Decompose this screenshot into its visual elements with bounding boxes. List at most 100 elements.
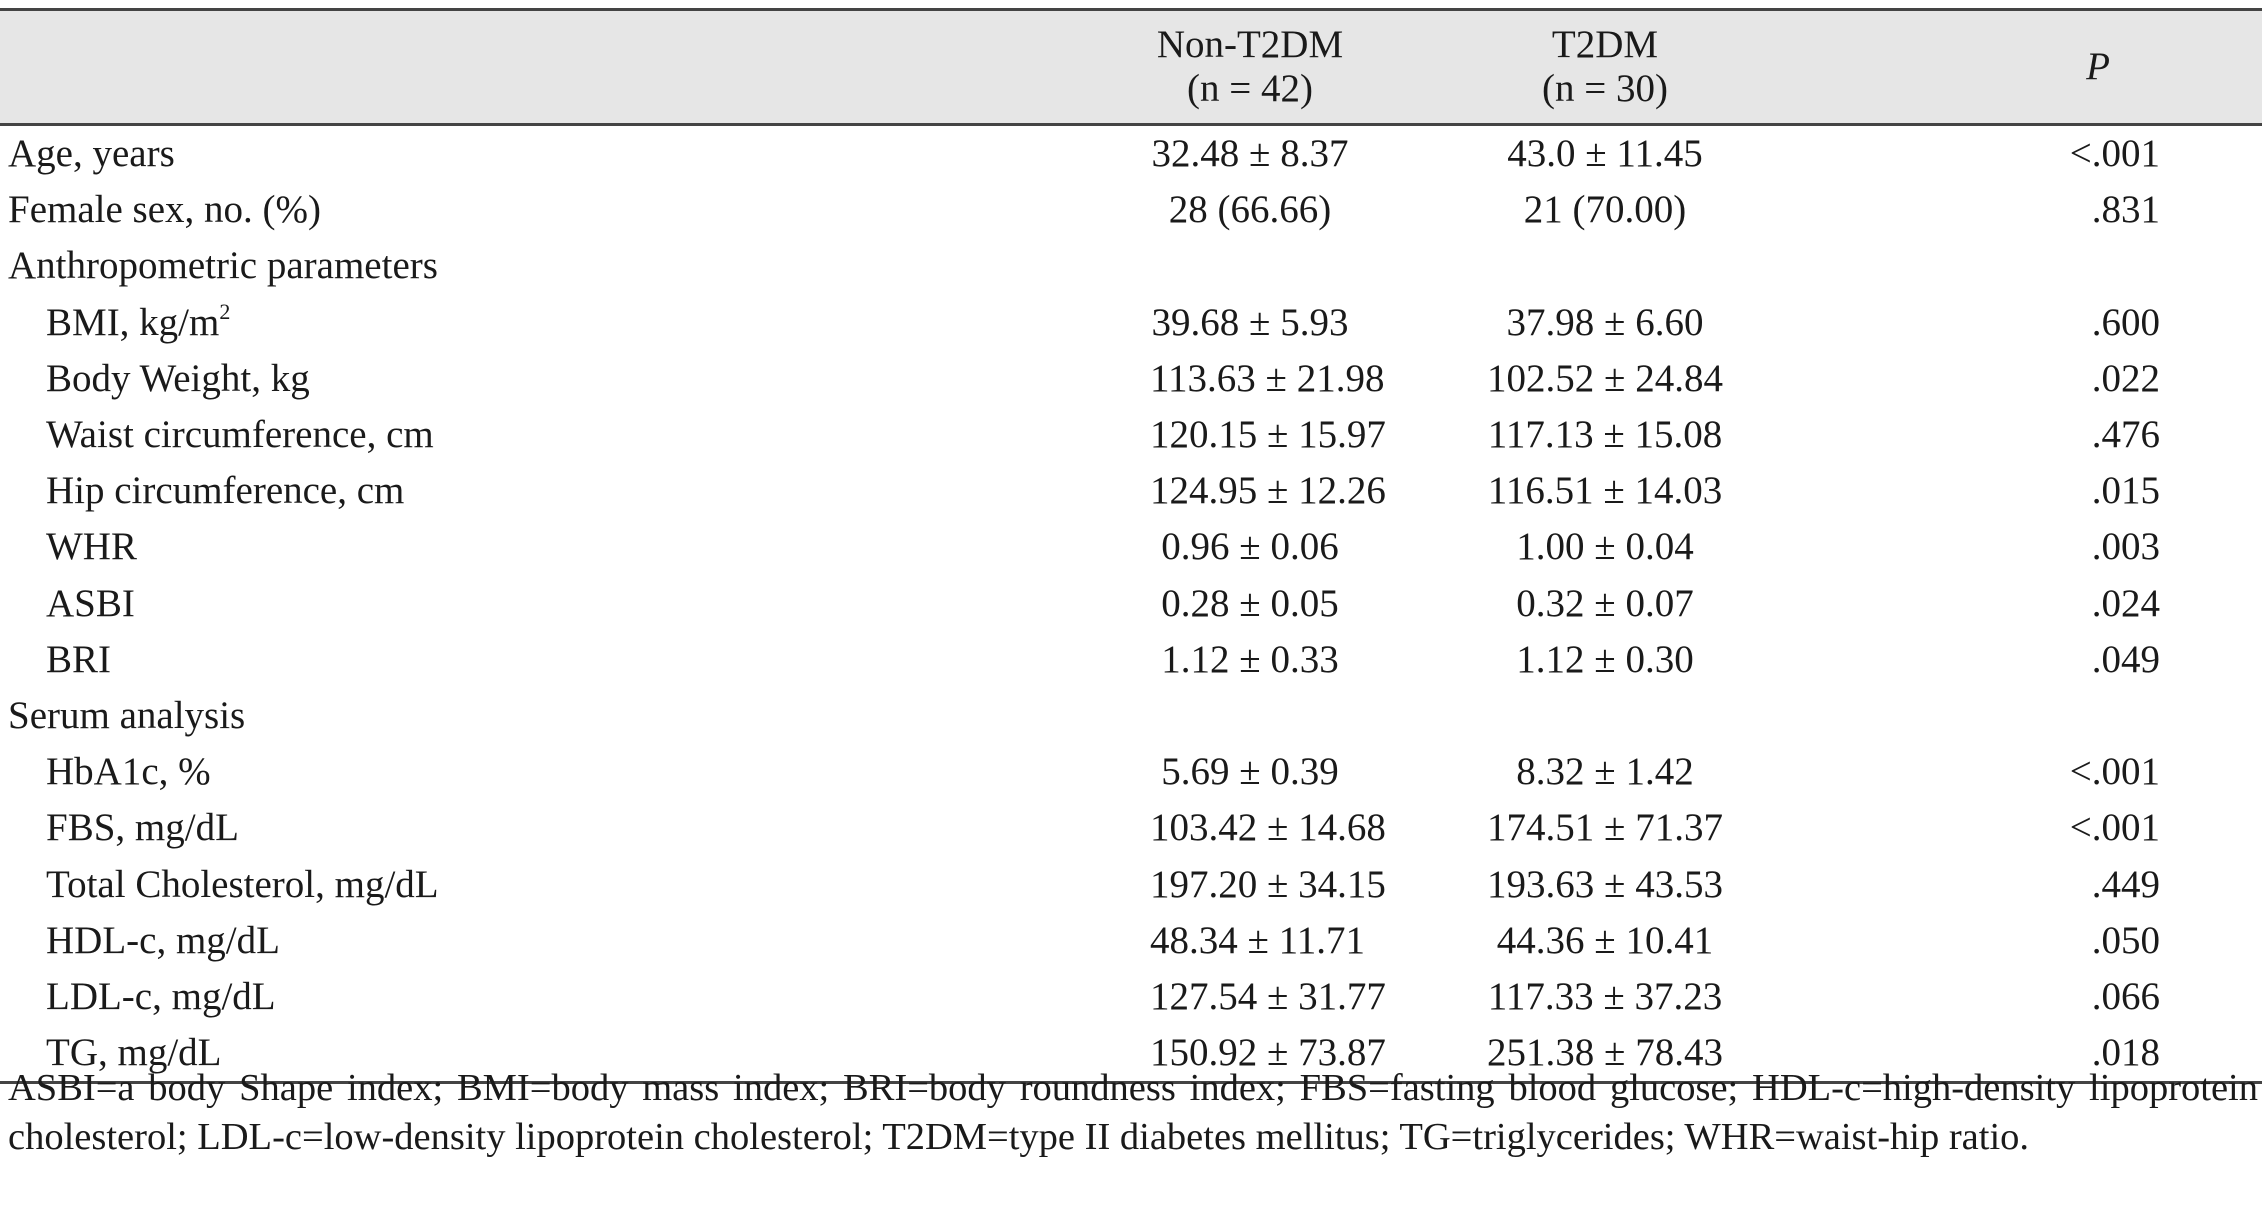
table-row: Age, years 32.48 ± 8.37 43.0 ± 11.45 <.001 — [0, 125, 2262, 183]
row-label: Female sex, no. (%) — [0, 182, 950, 238]
table-row: BMI, kg/m2 39.68 ± 5.93 37.98 ± 6.60 .600 — [0, 295, 2262, 351]
t2dm-value: 43.0 ± 11.45 — [1507, 132, 1703, 176]
t2dm-value: 21 (70.00) — [1523, 188, 1687, 232]
header-non-t2dm: Non-T2DM (n = 42) — [950, 8, 1350, 126]
row-label: Body Weight, kg — [0, 351, 950, 407]
non-t2dm-value: 103.42 ± 14.68 — [1150, 806, 1386, 850]
t2dm-value: 174.51 ± 71.37 — [1487, 806, 1723, 850]
table-row: HDL-c, mg/dL 48.34 ± 11.71 44.36 ± 10.41 .0… — [0, 913, 2262, 969]
t2dm-value: 193.63 ± 43.53 — [1487, 862, 1723, 906]
non-t2dm-value: 48.34 ± 11.71 — [1150, 918, 1365, 962]
row-label-superscript: 2 — [219, 298, 231, 324]
row-label: LDL-c, mg/dL — [0, 969, 950, 1025]
row-label: BRI — [0, 632, 950, 688]
row-label-text: Total Cholesterol, mg/dL — [46, 862, 439, 906]
t2dm-value — [1350, 688, 1910, 744]
table-row: HbA1c, % 5.69 ± 0.39 8.32 ± 1.42 <.001 — [0, 744, 2262, 800]
table-header: Non-T2DM (n = 42) T2DM (n = 30) P — [0, 8, 2262, 126]
t2dm-value — [1350, 238, 1910, 294]
header-non-t2dm-n: (n = 42) — [1187, 67, 1313, 110]
non-t2dm-value: 150.92 ± 73.87 — [950, 1025, 1386, 1085]
table-row: WHR 0.96 ± 0.06 1.00 ± 0.04 .003 — [0, 519, 2262, 575]
row-label: HbA1c, % — [0, 744, 950, 800]
table-row: FBS, mg/dL 103.42 ± 14.68 174.51 ± 71.37 <.… — [0, 800, 2262, 856]
row-label-text: Hip circumference, cm — [46, 469, 405, 513]
p-value: .476 — [2091, 413, 2160, 457]
non-t2dm-value: 127.54 ± 31.77 — [1150, 974, 1386, 1018]
row-label: TG, mg/dL — [0, 1025, 950, 1085]
header-t2dm: T2DM (n = 30) — [1350, 8, 1910, 126]
row-label: Serum analysis — [0, 688, 950, 744]
non-t2dm-value: 124.95 ± 12.26 — [1150, 469, 1386, 513]
table-header-row: Non-T2DM (n = 42) T2DM (n = 30) P — [0, 8, 2262, 126]
row-label: Total Cholesterol, mg/dL — [0, 856, 950, 912]
t2dm-value: 0.32 ± 0.07 — [1516, 581, 1694, 625]
header-t2dm-n: (n = 30) — [1542, 67, 1668, 110]
p-value — [1910, 238, 2262, 294]
non-t2dm-value: 5.69 ± 0.39 — [1161, 750, 1339, 794]
p-value: .449 — [2091, 862, 2160, 906]
baseline-characteristics-table: Non-T2DM (n = 42) T2DM (n = 30) P Age, y… — [0, 8, 2262, 1085]
t2dm-value: 117.13 ± 15.08 — [1487, 413, 1723, 457]
non-t2dm-value: 32.48 ± 8.37 — [1151, 132, 1349, 176]
table-row: Waist circumference, cm 120.15 ± 15.97 117… — [0, 407, 2262, 463]
t2dm-value: 37.98 ± 6.60 — [1506, 300, 1704, 344]
table-row: ASBI 0.28 ± 0.05 0.32 ± 0.07 .024 — [0, 576, 2262, 632]
non-t2dm-value: 28 (66.66) — [1168, 188, 1332, 232]
p-value: .015 — [2091, 469, 2160, 513]
non-t2dm-value: 39.68 ± 5.93 — [1151, 300, 1349, 344]
row-label: Anthropometric parameters — [0, 238, 950, 294]
row-label-text: HbA1c, % — [46, 750, 211, 794]
table-row: Body Weight, kg 113.63 ± 21.98 102.52 ± 24… — [0, 351, 2262, 407]
row-label: Hip circumference, cm — [0, 463, 950, 519]
row-label: ASBI — [0, 576, 950, 632]
t2dm-value: 116.51 ± 14.03 — [1487, 469, 1723, 513]
row-label: BMI, kg/m2 — [0, 295, 950, 351]
baseline-characteristics-table-container: Non-T2DM (n = 42) T2DM (n = 30) P Age, y… — [0, 8, 2262, 1085]
t2dm-value: 1.12 ± 0.30 — [1516, 637, 1694, 681]
non-t2dm-value: 1.12 ± 0.33 — [1161, 637, 1339, 681]
row-label-text: FBS, mg/dL — [46, 806, 239, 850]
p-value: .600 — [2091, 300, 2160, 344]
non-t2dm-value: 0.96 ± 0.06 — [1161, 525, 1339, 569]
p-value: <.001 — [2069, 132, 2160, 176]
non-t2dm-value — [950, 688, 1350, 744]
p-value: .024 — [2091, 581, 2160, 625]
non-t2dm-value: 113.63 ± 21.98 — [1150, 356, 1385, 400]
p-value: .050 — [2091, 918, 2160, 962]
row-label-text: Age, years — [8, 132, 175, 176]
row-label-text: Female sex, no. (%) — [8, 188, 321, 232]
row-label: Waist circumference, cm — [0, 407, 950, 463]
table-row: Serum analysis — [0, 688, 2262, 744]
t2dm-value: 44.36 ± 10.41 — [1496, 918, 1714, 962]
table-row: Female sex, no. (%) 28 (66.66) 21 (70.00).… — [0, 182, 2262, 238]
row-label: HDL-c, mg/dL — [0, 913, 950, 969]
p-value: <.001 — [2069, 750, 2160, 794]
t2dm-value: 8.32 ± 1.42 — [1516, 750, 1694, 794]
t2dm-value: 117.33 ± 37.23 — [1487, 974, 1723, 1018]
header-label-column — [0, 8, 950, 126]
row-label-text: Anthropometric parameters — [8, 244, 438, 288]
p-value — [1910, 688, 2262, 744]
row-label-text: HDL-c, mg/dL — [46, 918, 280, 962]
p-value: <.001 — [2069, 806, 2160, 850]
non-t2dm-value — [950, 238, 1350, 294]
table-row: Hip circumference, cm 124.95 ± 12.26 116.5… — [0, 463, 2262, 519]
non-t2dm-value: 120.15 ± 15.97 — [1150, 413, 1386, 457]
p-value: .003 — [2091, 525, 2160, 569]
p-value: .831 — [2091, 188, 2160, 232]
row-label-text: BRI — [46, 637, 112, 681]
row-label-text: Waist circumference, cm — [46, 413, 434, 457]
row-label-text: BMI, kg/m — [46, 300, 220, 344]
row-label-text: WHR — [46, 525, 137, 569]
table-body: Age, years 32.48 ± 8.37 43.0 ± 11.45 <.001 F… — [0, 125, 2262, 1085]
table-row: TG, mg/dL 150.92 ± 73.87 251.38 ± 78.43.01… — [0, 1025, 2262, 1085]
non-t2dm-value: 197.20 ± 34.15 — [1150, 862, 1386, 906]
header-t2dm-name: T2DM — [1551, 23, 1659, 66]
header-p-value: P — [1910, 8, 2262, 126]
row-label-text: LDL-c, mg/dL — [46, 974, 276, 1018]
row-label: WHR — [0, 519, 950, 575]
non-t2dm-value: 0.28 ± 0.05 — [1161, 581, 1339, 625]
row-label: Age, years — [0, 125, 950, 183]
table-row: LDL-c, mg/dL 127.54 ± 31.77 117.33 ± 37.23… — [0, 969, 2262, 1025]
